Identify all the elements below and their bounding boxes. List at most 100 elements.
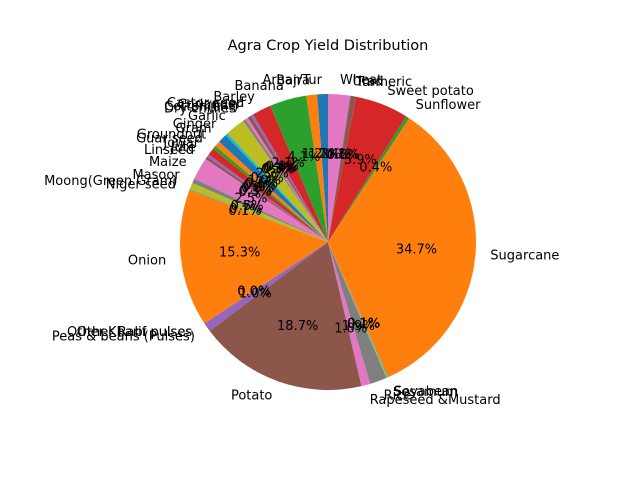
slice-rapeseed-mustard (328, 242, 371, 387)
label-moong-green-gram: Moong(Green Gram) (44, 174, 177, 189)
slice-castor-seed (250, 114, 328, 242)
pie-labels: Arhar/Tur 1.2% Bajra 1.2% Banana 4.1% Barley 2.… (44, 73, 559, 408)
label-sweet-potato: Sweet potato (387, 84, 473, 99)
pct-sesamum: 0.1% (347, 317, 380, 332)
label-urad: Urad (353, 75, 384, 90)
pct-banana: 4.1% (287, 150, 320, 165)
pct-turmeric: 0.6% (327, 148, 360, 163)
pct-other-rabi-pulses: 0.0% (237, 284, 270, 299)
pct-rapeseed-mustard: 1.0% (334, 321, 367, 336)
label-potato: Potato (231, 389, 272, 404)
pct-bajra: 1.2% (302, 147, 335, 162)
slice-ginger (225, 133, 328, 242)
label-dry-chillies: Dry chillies (164, 101, 236, 116)
label-sunflower: Sunflower (416, 98, 482, 113)
slice-guar-seed (213, 145, 328, 242)
pct-garlic: 2.2% (256, 166, 289, 181)
label-jute: Jute (170, 141, 196, 156)
chart-title: Agra Crop Yield Distribution (228, 38, 429, 54)
label-peas-beans-pulses: Peas & beans (Pulses) (52, 329, 195, 344)
pct-dry-chillies: 0.3% (261, 162, 294, 177)
label-other-rabi-pulses: Other Rabi pulses (77, 325, 193, 340)
pct-arhar-tur: 1.2% (308, 147, 341, 162)
slice-potato (209, 242, 362, 391)
pct-masoor: 0.5% (231, 199, 264, 214)
pct-moong-green-gram: 0.7% (229, 202, 262, 217)
slice-sunflower (328, 116, 410, 242)
pct-jute: 0.3% (239, 184, 272, 199)
label-maize: Maize (149, 155, 187, 170)
slice-groundnut (215, 141, 328, 242)
label-sugarcane: Sugarcane (490, 249, 559, 264)
label-bajra: Bajra (276, 74, 310, 89)
slice-dry-chillies (243, 119, 328, 242)
slice-sweet-potato (328, 96, 407, 242)
label-guar-seed: Guar seed (136, 131, 203, 146)
pct-other-kharif-pulses: 0.0% (237, 284, 270, 299)
slice-garlic (227, 120, 328, 242)
label-wheat: Wheat (340, 73, 382, 88)
pct-soyabean: 0.1% (347, 317, 380, 332)
label-cotton-lint: Cotton(lint) (164, 100, 238, 115)
label-arhar-tur: Arhar/Tur (263, 73, 323, 88)
pct-cotton-lint: 0.3% (263, 161, 296, 176)
slice-barley (253, 105, 328, 242)
slice-sesamum (328, 242, 388, 378)
slice-arhar-tur (317, 94, 328, 242)
slice-banana (270, 95, 328, 243)
label-gram: Gram (176, 122, 212, 137)
slice-niger-seed (189, 188, 328, 242)
slice-soyabean (328, 242, 389, 378)
pct-linseed: 0.3% (238, 185, 271, 200)
slice-masoor (192, 178, 328, 242)
slice-wheat (328, 94, 350, 242)
pct-sunflower: 0.4% (359, 161, 392, 176)
slice-turmeric (328, 95, 357, 242)
slice-jute (207, 154, 328, 242)
label-castor-seed: Castor seed (167, 96, 244, 111)
label-rapeseed-mustard: Rapeseed &Mustard (370, 393, 501, 408)
pct-guar-seed: 0.4% (243, 179, 276, 194)
slice-gram (219, 135, 328, 242)
label-groundnut: Groundnut (137, 128, 206, 143)
pct-jowar: 0.8% (241, 181, 274, 196)
pct-coriander: 0.4% (264, 160, 297, 175)
slice-rice (328, 242, 387, 384)
pct-niger-seed: 0.1% (228, 204, 261, 219)
label-soyabean: Soyabean (394, 384, 458, 399)
slice-cotton-lint (245, 117, 328, 242)
label-niger-seed: Niger seed (106, 178, 176, 193)
label-turmeric: Turmeric (355, 75, 412, 90)
pct-castor-seed: 0.3% (266, 159, 299, 174)
pie-slices (179, 94, 477, 391)
slice-moong-green-gram (189, 182, 328, 242)
label-masoor: Masoor (132, 168, 180, 183)
slice-urad (328, 95, 351, 243)
label-rice: Rice (384, 389, 412, 404)
pct-wheat: 2.4% (318, 147, 351, 162)
pct-sweet-potato: 5.9% (344, 153, 377, 168)
pct-gram: 1.0% (248, 173, 281, 188)
pct-rice: 1.9% (342, 319, 375, 334)
slice-jowar (208, 148, 328, 242)
label-ginger: Ginger (173, 117, 217, 132)
slice-linseed (205, 156, 328, 242)
label-coriander: Coriander (178, 98, 242, 113)
slice-onion (179, 189, 328, 324)
label-onion: Onion (128, 254, 166, 269)
pct-sugarcane: 34.7% (396, 243, 437, 258)
pct-groundnut: 0.6% (245, 177, 278, 192)
slice-bajra (306, 94, 328, 242)
label-jowar: Jowar (162, 136, 199, 151)
slice-maize (194, 158, 328, 242)
slice-coriander (247, 115, 328, 242)
slice-sugarcane (328, 118, 477, 378)
slice-peas-beans-pulses (204, 242, 328, 331)
pct-onion: 15.3% (219, 245, 260, 260)
label-linseed: Linseed (144, 143, 194, 158)
label-garlic: Garlic (188, 109, 226, 124)
pct-maize: 2.5% (234, 192, 267, 207)
label-barley: Barley (213, 90, 255, 105)
pct-urad: 0.1% (325, 148, 358, 163)
